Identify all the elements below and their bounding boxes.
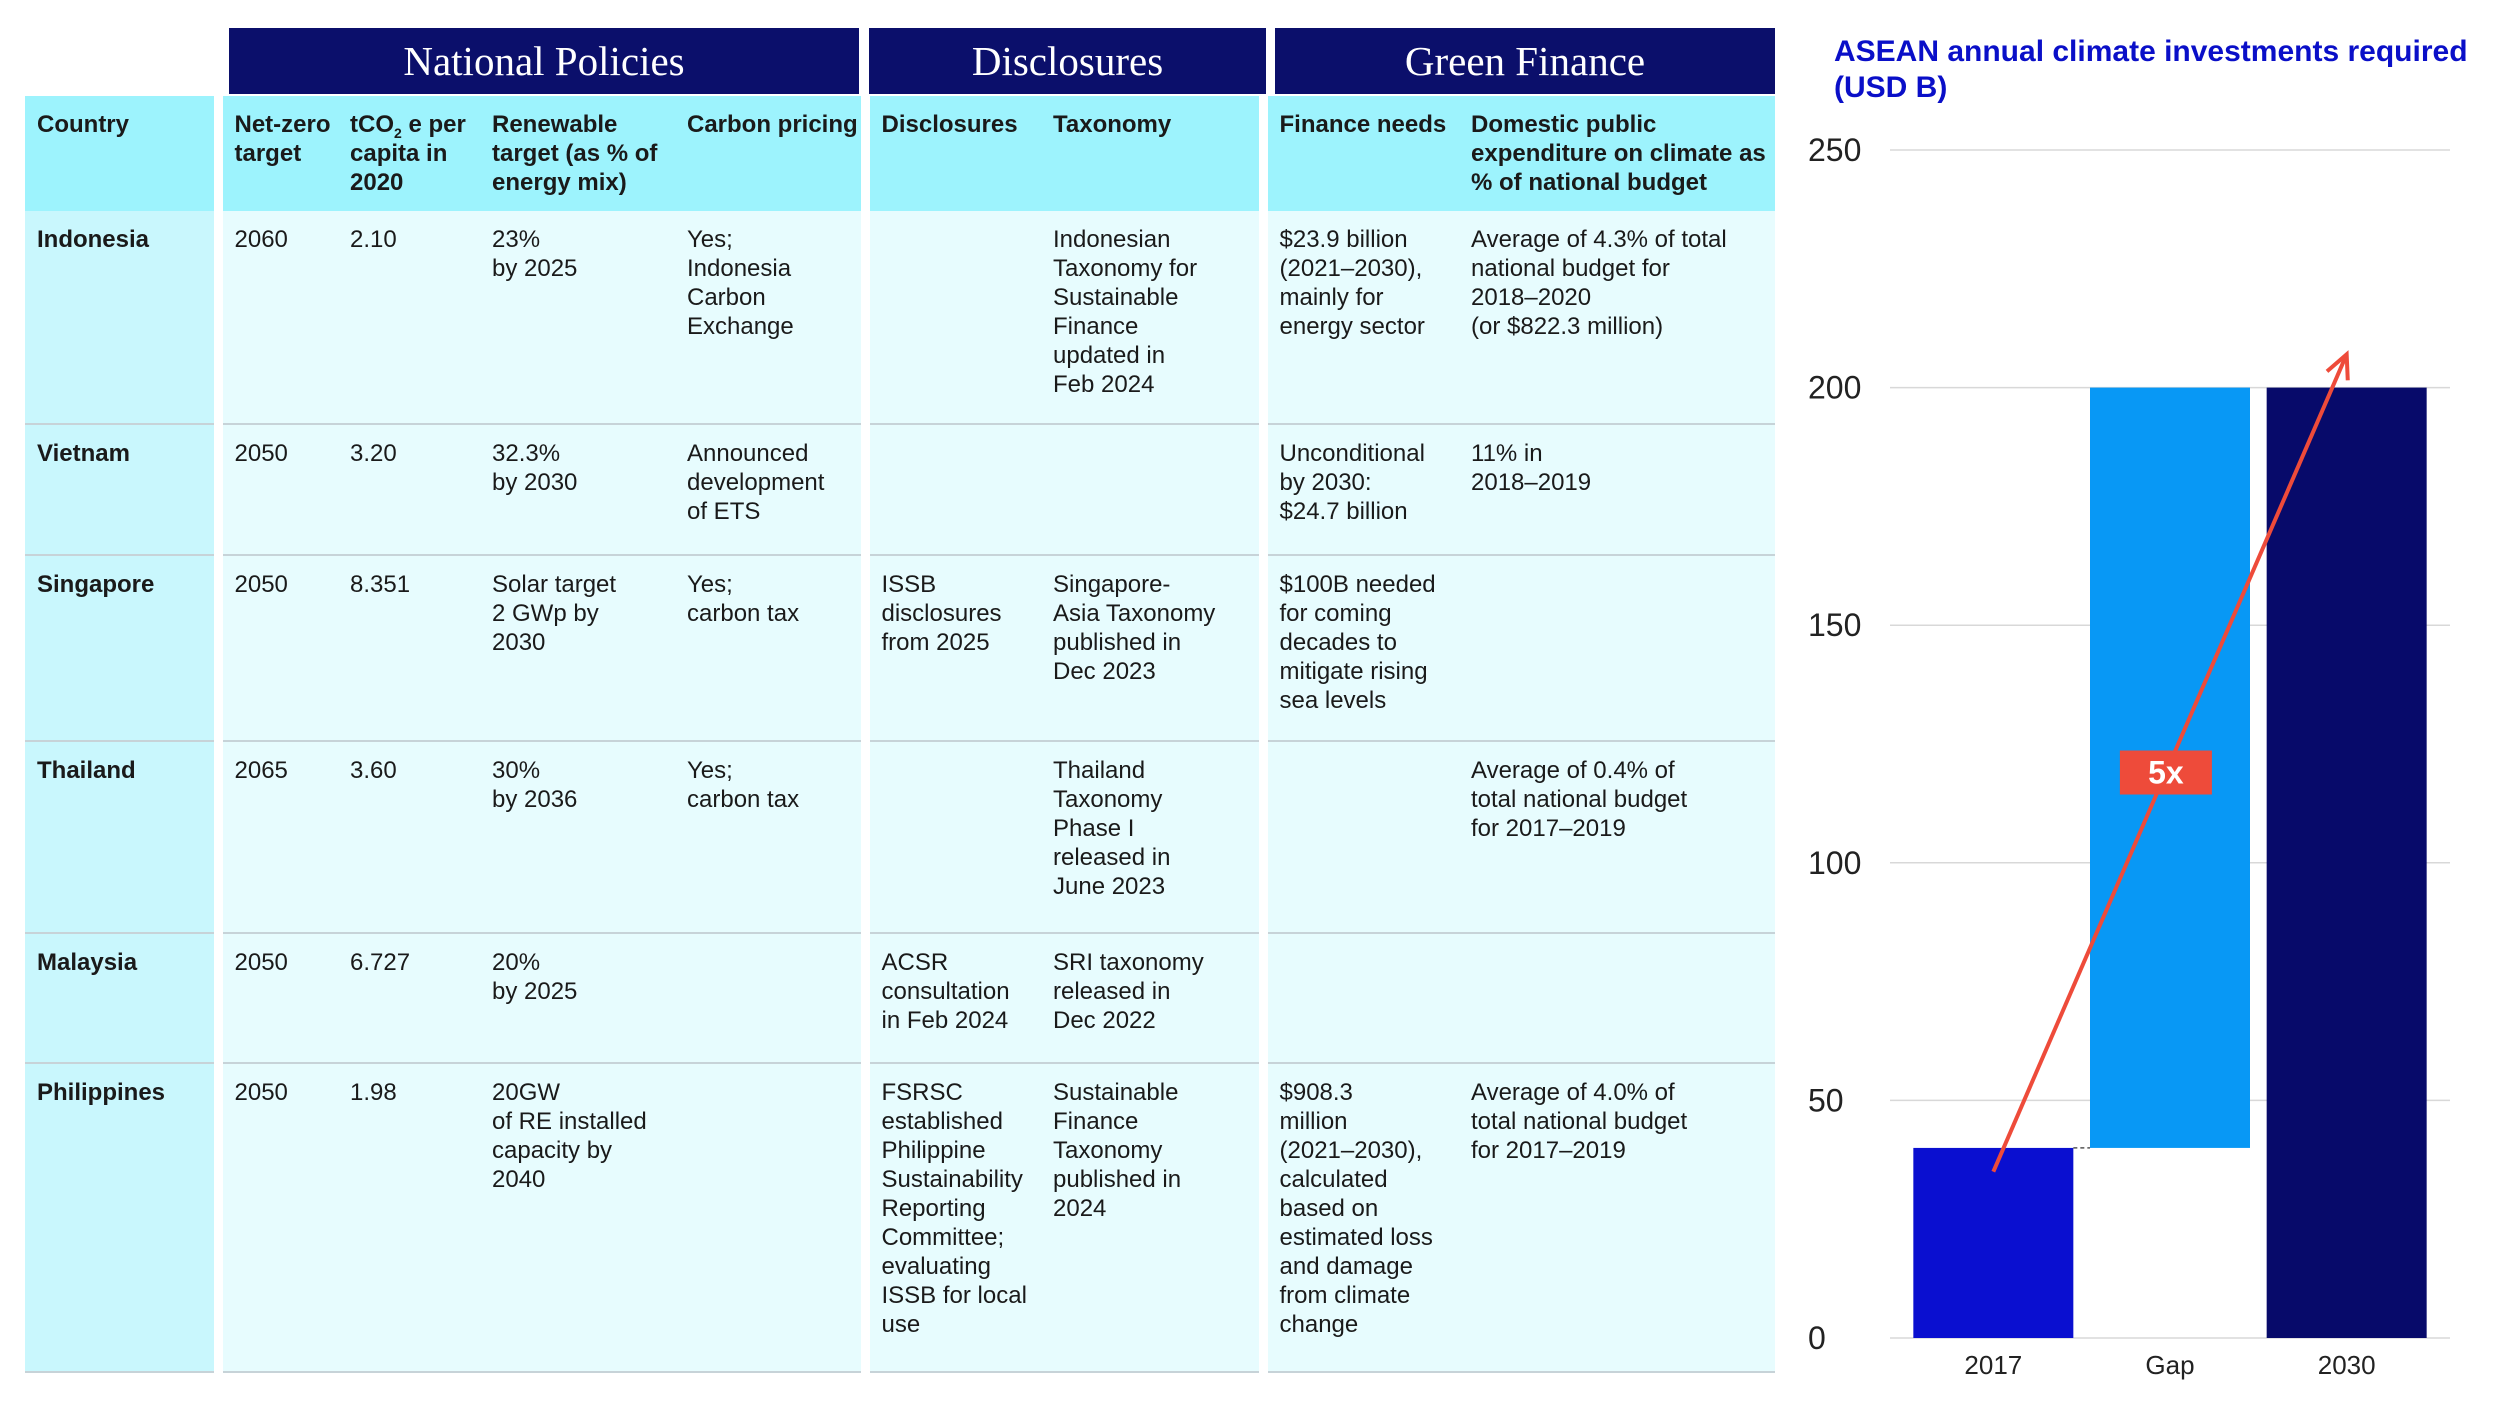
cell-renewable: 20GW of RE installed capacity by 2040 xyxy=(480,1063,675,1373)
cell-carbon-pricing xyxy=(675,933,865,1064)
header-taxonomy: Taxonomy xyxy=(1041,96,1263,211)
y-tick-label: 50 xyxy=(1808,1082,1844,1118)
climate-investment-chart: 0 50 100 150 200 250 2017 Gap 2030 5x xyxy=(1808,132,2450,1380)
table-row: Thailand 2065 3.60 30% by 2036 Yes; carbon t… xyxy=(25,741,1775,934)
policy-table: Country Net-zero target tCO2 e per capit… xyxy=(25,96,1775,1373)
table-body: Indonesia 2060 2.10 23% by 2025 Yes; Indones… xyxy=(25,211,1775,1373)
cell-finance-needs: $908.3 million (2021–2030), calculated b… xyxy=(1258,1063,1459,1373)
bar-layer xyxy=(1913,387,2427,1339)
cell-taxonomy: Thailand Taxonomy Phase I released in Ju… xyxy=(1041,741,1263,934)
growth-arrow-head xyxy=(2325,350,2350,381)
cell-carbon-pricing: Yes; carbon tax xyxy=(675,741,865,934)
group-header-national-policies: National Policies xyxy=(229,28,859,94)
cell-disclosures: ACSR consultation in Feb 2024 xyxy=(860,933,1041,1064)
cell-taxonomy: Indonesian Taxonomy for Sustainable Fina… xyxy=(1041,211,1263,425)
cell-renewable: 20% by 2025 xyxy=(480,933,675,1064)
cell-disclosures xyxy=(860,424,1041,556)
cell-carbon-pricing: Yes; carbon tax xyxy=(675,555,865,742)
cell-finance-needs xyxy=(1258,933,1459,1064)
annotation-layer: 5x xyxy=(1991,350,2350,1173)
cell-country: Vietnam xyxy=(25,424,218,556)
x-tick-label: Gap xyxy=(2145,1350,2194,1380)
cell-taxonomy: Sustainable Finance Taxonomy published i… xyxy=(1041,1063,1263,1373)
cell-country: Singapore xyxy=(25,555,218,742)
policy-table-area: National Policies Disclosures Green Fina… xyxy=(25,28,1775,1380)
cell-public-expenditure xyxy=(1459,933,1775,1064)
cell-finance-needs: Unconditional by 2030: $24.7 billion xyxy=(1258,424,1459,556)
cell-public-expenditure: 11% in 2018–2019 xyxy=(1459,424,1775,556)
cell-renewable: 32.3% by 2030 xyxy=(480,424,675,556)
cell-taxonomy xyxy=(1041,424,1263,556)
cell-disclosures: FSRSC established Philippine Sustainabil… xyxy=(860,1063,1041,1373)
cell-public-expenditure xyxy=(1459,555,1775,742)
cell-carbon-pricing: Yes; Indonesia Carbon Exchange xyxy=(675,211,865,425)
table-row: Vietnam 2050 3.20 32.3% by 2030 Announced de… xyxy=(25,424,1775,556)
cell-finance-needs: $23.9 billion (2021–2030), mainly for en… xyxy=(1258,211,1459,425)
cell-renewable: 30% by 2036 xyxy=(480,741,675,934)
x-tick-label: 2030 xyxy=(2318,1350,2376,1380)
table-row: Singapore 2050 8.351 Solar target 2 GWp by … xyxy=(25,555,1775,742)
cell-tco2: 3.60 xyxy=(338,741,480,934)
cell-disclosures xyxy=(860,741,1041,934)
cell-public-expenditure: Average of 0.4% of total national budget… xyxy=(1459,741,1775,934)
cell-country: Malaysia xyxy=(25,933,218,1064)
group-header-green-finance: Green Finance xyxy=(1275,28,1775,94)
cell-tco2: 1.98 xyxy=(338,1063,480,1373)
y-tick-label: 200 xyxy=(1808,370,1861,406)
cell-finance-needs: $100B needed for coming decades to mitig… xyxy=(1258,555,1459,742)
cell-net-zero: 2065 xyxy=(213,741,338,934)
cell-disclosures: ISSB disclosures from 2025 xyxy=(860,555,1041,742)
bar-2030 xyxy=(2266,387,2427,1339)
y-tick-label: 100 xyxy=(1808,845,1861,881)
cell-tco2: 3.20 xyxy=(338,424,480,556)
cell-net-zero: 2060 xyxy=(213,211,338,425)
header-carbon-pricing: Carbon pricing xyxy=(675,96,865,211)
growth-badge xyxy=(2119,750,2212,795)
table-header-row: Country Net-zero target tCO2 e per capit… xyxy=(25,96,1775,211)
cell-country: Philippines xyxy=(25,1063,218,1373)
group-header-disclosures: Disclosures xyxy=(869,28,1266,94)
header-net-zero: Net-zero target xyxy=(213,96,338,211)
cell-net-zero: 2050 xyxy=(213,424,338,556)
header-finance-needs: Finance needs xyxy=(1258,96,1459,211)
table-row: Philippines 2050 1.98 20GW of RE installed … xyxy=(25,1063,1775,1373)
cell-finance-needs xyxy=(1258,741,1459,934)
cell-tco2: 8.351 xyxy=(338,555,480,742)
cell-renewable: 23% by 2025 xyxy=(480,211,675,425)
y-tick-label: 250 xyxy=(1808,132,1861,168)
label-layer: 0 50 100 150 200 250 2017 Gap 2030 xyxy=(1808,132,2376,1380)
cell-public-expenditure: Average of 4.3% of total national budget… xyxy=(1459,211,1775,425)
growth-badge-label: 5x xyxy=(2148,755,2184,791)
header-disclosures: Disclosures xyxy=(860,96,1041,211)
cell-carbon-pricing xyxy=(675,1063,865,1373)
table-row: Indonesia 2060 2.10 23% by 2025 Yes; Indones… xyxy=(25,211,1775,425)
cell-public-expenditure: Average of 4.0% of total national budget… xyxy=(1459,1063,1775,1373)
y-tick-label: 150 xyxy=(1808,607,1861,643)
chart-title: ASEAN annual climate investments require… xyxy=(1834,35,2468,104)
x-tick-label: 2017 xyxy=(1964,1350,2022,1380)
cell-tco2: 2.10 xyxy=(338,211,480,425)
cell-carbon-pricing: Announced development of ETS xyxy=(675,424,865,556)
cell-disclosures xyxy=(860,211,1041,425)
cell-taxonomy: Singapore- Asia Taxonomy published in De… xyxy=(1041,555,1263,742)
y-tick-label: 0 xyxy=(1808,1320,1826,1356)
header-renewable: Renewable target (as % of energy mix) xyxy=(480,96,675,211)
header-country: Country xyxy=(25,96,218,211)
cell-tco2: 6.727 xyxy=(338,933,480,1064)
table-row: Malaysia 2050 6.727 20% by 2025 ACSR consult… xyxy=(25,933,1775,1064)
cell-net-zero: 2050 xyxy=(213,555,338,742)
bar-2017 xyxy=(1913,1147,2074,1338)
cell-taxonomy: SRI taxonomy released in Dec 2022 xyxy=(1041,933,1263,1064)
header-public-expenditure: Domestic public expenditure on climate a… xyxy=(1459,96,1775,211)
cell-net-zero: 2050 xyxy=(213,933,338,1064)
cell-net-zero: 2050 xyxy=(213,1063,338,1373)
cell-renewable: Solar target 2 GWp by 2030 xyxy=(480,555,675,742)
cell-country: Thailand xyxy=(25,741,218,934)
cell-country: Indonesia xyxy=(25,211,218,425)
header-tco2: tCO2 e per capita in 2020 xyxy=(338,96,480,211)
